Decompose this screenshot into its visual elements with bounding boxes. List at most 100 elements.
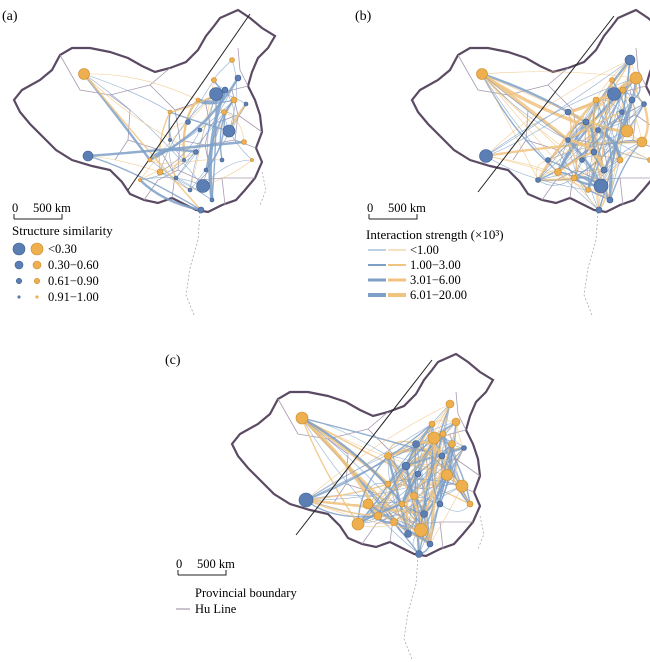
scale-bar-c: 0 500 km	[176, 557, 235, 576]
flow-line	[357, 455, 389, 525]
flow-line	[301, 416, 403, 505]
svg-text:<1.00: <1.00	[410, 243, 439, 257]
city-node	[609, 77, 615, 83]
city-node	[607, 87, 621, 101]
flow-line	[485, 77, 637, 157]
city-node	[590, 148, 598, 156]
flow-line	[149, 151, 197, 164]
flow-line	[423, 455, 443, 515]
city-node	[197, 127, 203, 133]
flow-line	[159, 171, 213, 201]
flow-line	[228, 59, 237, 132]
city-node	[414, 470, 422, 478]
flow-line	[158, 111, 171, 173]
city-node	[156, 168, 164, 176]
city-node	[554, 168, 562, 176]
nodes-b	[476, 54, 650, 214]
nodes-c	[295, 399, 474, 558]
flow-line	[401, 403, 451, 505]
city-node	[197, 206, 205, 214]
city-node	[414, 523, 428, 537]
flow-line	[431, 423, 441, 505]
svg-text:3.01−6.00: 3.01−6.00	[410, 273, 461, 287]
flow-line	[87, 140, 245, 158]
city-node	[420, 510, 428, 518]
city-node	[298, 492, 314, 508]
flow-line	[481, 73, 583, 161]
city-node	[412, 440, 420, 448]
city-node	[445, 399, 455, 409]
city-node	[629, 71, 643, 85]
flow-line	[149, 148, 197, 161]
city-node	[187, 187, 193, 193]
flow-line	[83, 73, 202, 211]
flow-line	[377, 423, 433, 517]
flow-line	[301, 417, 420, 555]
city-node	[427, 431, 441, 445]
city-node	[620, 124, 634, 138]
svg-text:0.91−1.00: 0.91−1.00	[48, 290, 99, 304]
city-node	[545, 157, 551, 163]
flow-line	[442, 433, 471, 505]
city-node	[436, 500, 444, 508]
city-node	[243, 101, 249, 107]
flow-line	[481, 73, 539, 181]
city-node	[221, 86, 229, 94]
city-node	[428, 420, 436, 428]
flow-line	[139, 179, 202, 212]
flow-line	[547, 93, 615, 161]
svg-text:0: 0	[176, 557, 182, 571]
panel-a-label: (a)	[2, 9, 18, 24]
city-node	[221, 109, 227, 115]
flow-line	[441, 403, 451, 457]
city-node	[401, 461, 411, 471]
city-node	[451, 417, 461, 427]
flow-line	[83, 73, 197, 153]
flow-line	[301, 417, 389, 457]
svg-text:1.00−3.00: 1.00−3.00	[410, 258, 461, 272]
city-node	[439, 430, 447, 438]
legend-a-title: Structure similarity	[12, 223, 113, 238]
flow-line	[595, 99, 613, 201]
city-node	[476, 68, 488, 80]
city-node	[647, 157, 650, 163]
city-node	[628, 96, 636, 104]
city-node	[82, 150, 94, 162]
svg-text:<0.30: <0.30	[48, 242, 77, 256]
city-node	[636, 136, 648, 148]
city-node	[390, 518, 398, 526]
city-node	[185, 119, 191, 125]
flow-line	[585, 121, 611, 201]
flow-line	[547, 159, 589, 191]
flow-line	[537, 111, 623, 181]
flow-line	[387, 455, 409, 535]
city-node	[641, 101, 647, 107]
hu-line-c	[295, 359, 433, 536]
svg-text:0.61−0.90: 0.61−0.90	[48, 274, 99, 288]
flow-line	[387, 421, 457, 485]
city-node	[570, 174, 578, 182]
legend-hu-line: Hu Line	[195, 602, 237, 616]
nodes-a	[78, 57, 254, 214]
flow-line	[169, 111, 230, 132]
svg-text:500 km: 500 km	[197, 557, 235, 571]
city-node	[466, 500, 474, 508]
city-node	[234, 74, 242, 82]
city-node	[211, 77, 217, 83]
flow-line	[593, 77, 637, 153]
city-node	[167, 109, 173, 115]
city-node	[351, 517, 365, 531]
city-node	[362, 498, 374, 510]
city-node	[461, 445, 467, 451]
flow-line	[481, 73, 569, 141]
city-node	[182, 158, 186, 162]
city-node	[219, 157, 225, 163]
flow-line	[420, 433, 444, 531]
hu-line-b	[477, 15, 615, 193]
city-node	[410, 492, 418, 500]
flow-line	[168, 111, 171, 141]
city-node	[195, 97, 201, 103]
city-node	[241, 139, 247, 145]
scale-bar-b: 0 500 km	[367, 201, 426, 220]
